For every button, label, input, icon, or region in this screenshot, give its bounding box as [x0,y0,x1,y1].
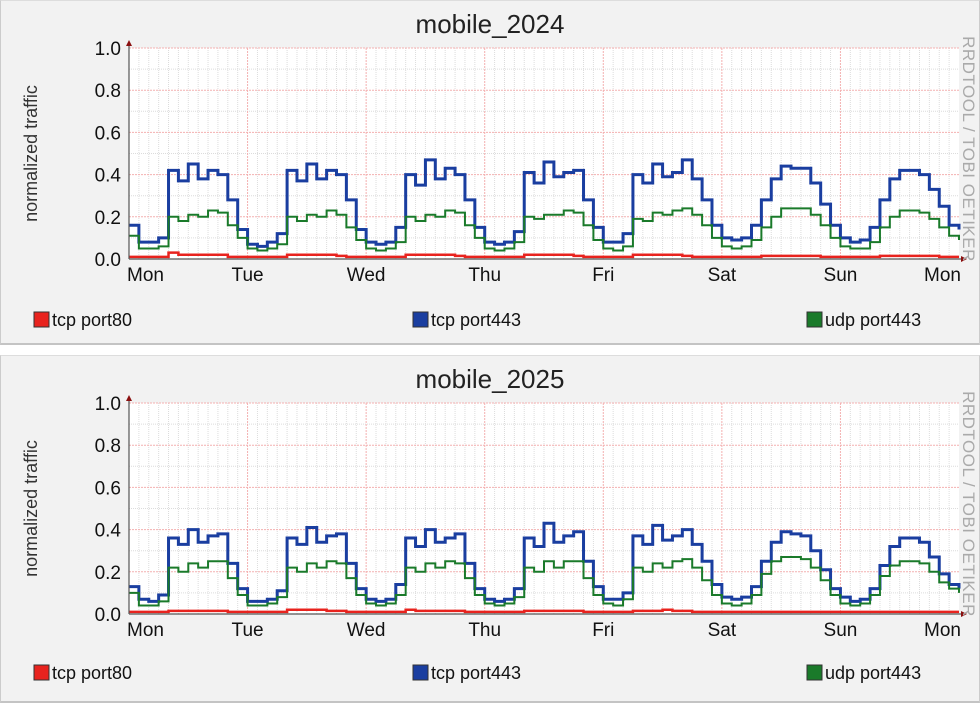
watermark-text: RRDTOOL / TOBI OETIKER [959,36,978,262]
watermark-text: RRDTOOL / TOBI OETIKER [959,391,978,617]
x-tick-label: Wed [347,265,386,286]
x-tick-label: Mon [924,265,961,286]
y-axis-arrow [126,40,132,46]
x-tick-label: Thu [468,265,501,286]
chart-title: mobile_2025 [416,364,565,394]
legend-label: tcp port443 [431,310,521,330]
y-tick-label: 0.2 [95,563,121,584]
legend-swatch [806,664,823,681]
y-tick-label: 0.6 [95,478,121,499]
y-axis-label: normalized traffic [21,85,41,222]
x-tick-label: Tue [232,620,264,641]
x-tick-label: Tue [232,265,264,286]
y-tick-label: 1.0 [95,394,121,415]
legend-swatch [412,664,429,681]
y-tick-label: 0.6 [95,123,121,144]
x-axis-arrow [961,256,967,262]
x-tick-label: Wed [347,620,386,641]
chart-panel-mobile-2025: 0.0 0.2 0.4 0.6 0.8 1.0 Mon Tue Wed Thu Fri Sat Sun M… [0,355,980,703]
series-line-udp-port443 [129,207,960,252]
x-tick-label: Mon [127,620,164,641]
legend-label: tcp port80 [52,310,132,330]
x-tick-label: Sat [708,620,737,641]
legend-label: tcp port443 [431,663,521,683]
y-tick-label: 0.2 [95,208,121,229]
legend-swatch [33,311,50,328]
legend-swatch [33,664,50,681]
legend-label: tcp port80 [52,663,132,683]
legend-label: udp port443 [825,663,921,683]
x-axis-arrow [961,611,967,617]
y-tick-label: 0.0 [95,605,121,626]
y-tick-label: 0.4 [95,166,122,187]
chart-mobile-2025: 0.0 0.2 0.4 0.6 0.8 1.0 Mon Tue Wed Thu Fri Sat Sun M… [21,364,978,683]
series-line-tcp-port443 [129,521,961,603]
y-axis-arrow [126,395,132,401]
chart-title: mobile_2024 [416,9,565,39]
y-tick-label: 0.8 [95,81,121,102]
legend-label: udp port443 [825,310,921,330]
y-tick-label: 0.8 [95,436,121,457]
x-tick-label: Mon [924,620,961,641]
chart-mobile-2024: 0.0 0.2 0.4 0.6 0.8 1.0 Mon Tue Wed Thu Fri Sat Sun M… [21,9,978,330]
legend-swatch [412,311,429,328]
series-line-tcp-port80 [129,608,959,614]
series-line-tcp-port80 [129,251,959,259]
x-tick-label: Fri [592,265,614,286]
x-tick-label: Sun [824,265,858,286]
x-tick-label: Mon [127,265,164,286]
chart-panel-mobile-2024: 0.0 0.2 0.4 0.6 0.8 1.0 Mon Tue Wed Thu Fri Sat Sun M… [0,0,980,345]
x-tick-label: Thu [468,620,501,641]
series-line-tcp-port443 [129,158,961,248]
x-tick-label: Fri [592,620,614,641]
series-line-udp-port443 [129,556,960,607]
y-tick-label: 0.4 [95,521,122,542]
legend-swatch [806,311,823,328]
y-axis-label: normalized traffic [21,440,41,577]
y-tick-label: 0.0 [95,250,121,271]
x-tick-label: Sat [708,265,737,286]
y-tick-label: 1.0 [95,39,121,60]
x-tick-label: Sun [824,620,858,641]
